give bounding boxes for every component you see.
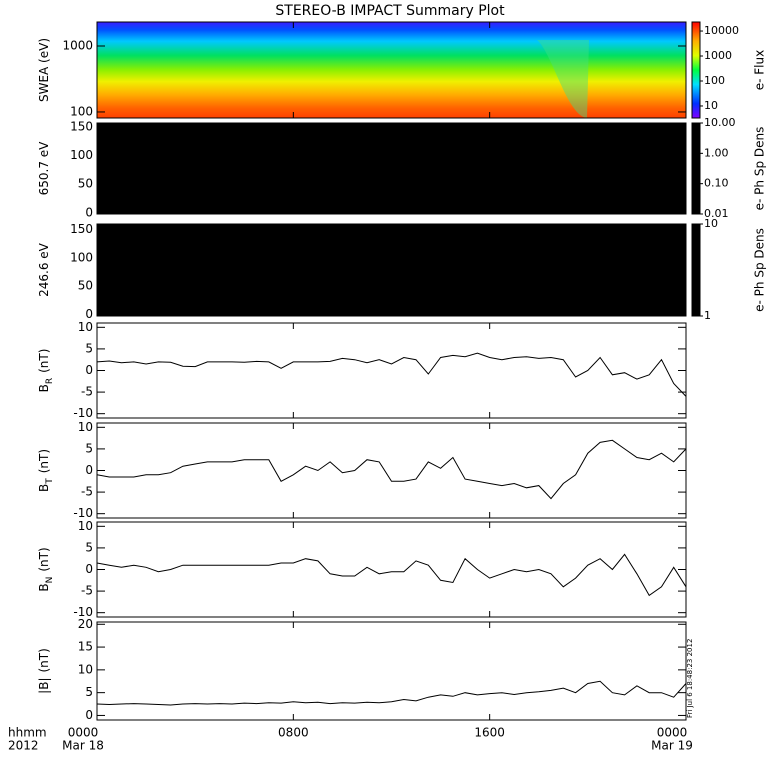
y-label-sub: N: [45, 577, 55, 584]
y-label-unit: (nT): [37, 648, 51, 672]
colorbar-label: e- Flux: [753, 50, 767, 90]
date-label: Mar 19: [651, 739, 693, 753]
y-tick-label: 0: [85, 363, 93, 377]
y-label-main: 650.7 eV: [37, 141, 51, 196]
y-tick-label: 0: [85, 463, 93, 477]
date-label: Mar 18: [62, 739, 104, 753]
y-tick-label: 50: [78, 279, 93, 293]
y-axis-label: SWEA (eV): [37, 38, 51, 102]
y-axis-label: 246.6 eV: [37, 242, 51, 297]
panel-frame: [96, 322, 687, 419]
y-axis-label: 650.7 eV: [37, 141, 51, 196]
y-axis-label: BN (nT): [37, 547, 55, 591]
panel-frame: [96, 122, 687, 215]
y-label-main: 246.6 eV: [37, 242, 51, 297]
colorbar-tick-label: 1: [704, 309, 711, 322]
y-label-main: |B|: [37, 677, 51, 693]
spectrogram: [97, 22, 686, 118]
spectrogram: [97, 224, 686, 316]
panel-frame: [96, 21, 687, 119]
y-label-main: B: [37, 384, 51, 392]
y-tick-label: 10: [78, 320, 93, 334]
y-tick-label: -5: [81, 485, 93, 499]
colorbar-tick-label: 1000: [704, 49, 732, 62]
y-label-main: B: [37, 484, 51, 492]
colorbar-tick-label: 10000: [704, 24, 739, 37]
data-line: [96, 680, 687, 706]
y-tick-label: 5: [85, 540, 93, 554]
colorbar-tick-label: 10: [704, 99, 718, 112]
colorbar-tick-label: 10.00: [704, 116, 736, 129]
x-tick-label: 0000: [657, 726, 688, 740]
y-tick-label: 5: [85, 341, 93, 355]
x-tick-label: 0800: [278, 726, 309, 740]
y-tick-label: 15: [78, 640, 93, 654]
spectrogram-dip: [537, 40, 589, 118]
y-axis-label: |B| (nT): [37, 648, 51, 694]
y-label-unit: (nT): [37, 449, 51, 473]
colorbar: [691, 122, 701, 215]
y-tick-label: 100: [70, 104, 93, 118]
y-tick-label: 0: [85, 205, 93, 219]
panel-frame: [96, 422, 687, 519]
y-tick-label: 0: [85, 708, 93, 722]
y-tick-label: 5: [85, 685, 93, 699]
y-label-unit: (nT): [37, 349, 51, 373]
panel-frame: [96, 223, 687, 317]
y-tick-label: 0: [85, 307, 93, 321]
y-label-sub: R: [45, 378, 55, 384]
colorbar-tick-label: 10: [704, 217, 718, 230]
colorbar-tick-label: 1.00: [704, 146, 729, 159]
y-tick-label: 150: [70, 222, 93, 236]
year-label: 2012: [8, 739, 39, 753]
y-tick-label: 100: [70, 148, 93, 162]
y-tick-label: -10: [73, 406, 93, 420]
y-tick-label: 100: [70, 250, 93, 264]
y-tick-label: 0: [85, 562, 93, 576]
y-label-unit: (nT): [37, 547, 51, 571]
colorbar-tick-label: 100: [704, 74, 725, 87]
x-tick-label: 1600: [474, 726, 505, 740]
chart-title: STEREO-B IMPACT Summary Plot: [275, 3, 505, 19]
spectrogram: [97, 123, 686, 214]
timestamp: Fri Jul 6 18:48:23 2012: [686, 639, 694, 718]
colorbar: [691, 223, 701, 317]
panel-frame: [96, 521, 687, 618]
data-line: [96, 553, 687, 597]
y-label-main: B: [37, 583, 51, 591]
y-tick-label: 10: [78, 420, 93, 434]
y-tick-label: 1000: [62, 38, 93, 52]
colorbar-label: e- Ph Sp Dens: [753, 228, 767, 312]
colorbar-tick-label: 0.10: [704, 177, 729, 190]
y-axis-label: BT (nT): [37, 449, 55, 492]
y-tick-label: -5: [81, 385, 93, 399]
y-tick-label: 10: [78, 662, 93, 676]
time-axis-label: hhmm: [8, 726, 47, 740]
colorbar: [691, 21, 701, 119]
panel-frame: [96, 621, 687, 721]
y-tick-label: -10: [73, 605, 93, 619]
colorbar-tick-label: 0.01: [704, 207, 729, 220]
y-tick-label: 10: [78, 519, 93, 533]
colorbar-label: e- Ph Sp Dens: [753, 127, 767, 211]
y-tick-label: 150: [70, 120, 93, 134]
y-tick-label: -10: [73, 506, 93, 520]
x-tick-label: 0000: [68, 726, 99, 740]
y-tick-label: 5: [85, 441, 93, 455]
data-line: [96, 352, 687, 397]
y-tick-label: 50: [78, 177, 93, 191]
y-tick-label: 20: [78, 617, 93, 631]
y-axis-label: BR (nT): [37, 349, 55, 393]
y-label-main: SWEA (eV): [37, 38, 51, 102]
y-label-sub: T: [45, 478, 55, 485]
y-tick-label: -5: [81, 584, 93, 598]
data-line: [96, 439, 687, 500]
